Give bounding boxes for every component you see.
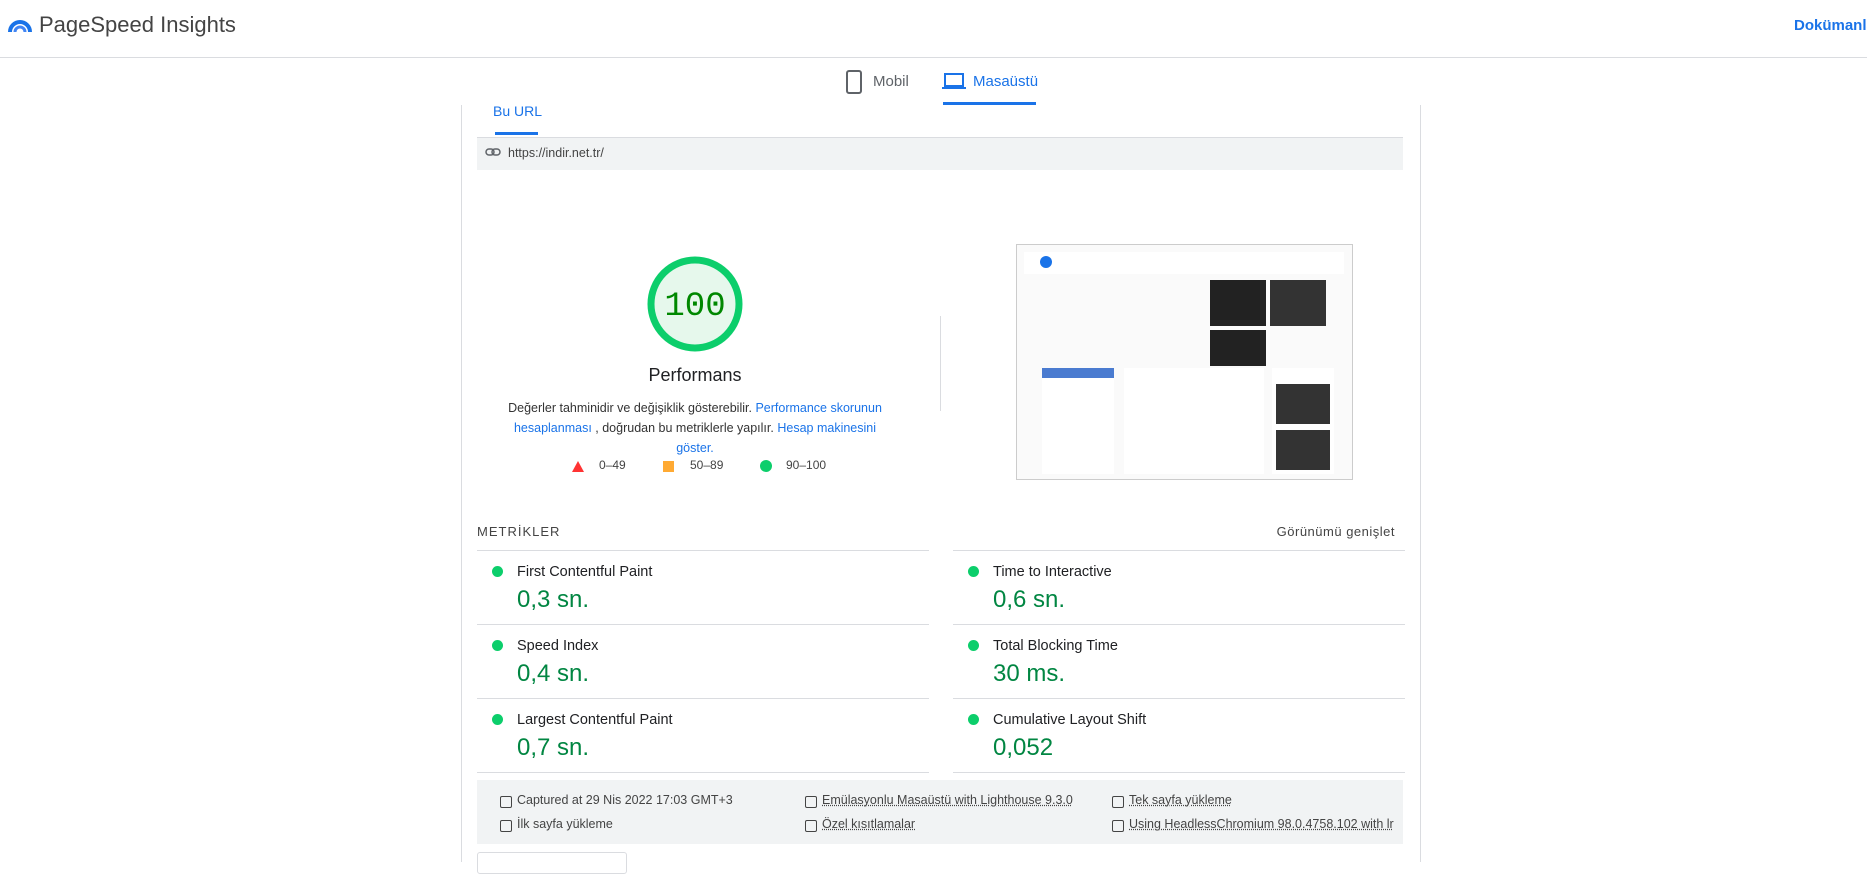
legend-label: 50–89 <box>690 458 723 472</box>
legend-label: 0–49 <box>599 458 626 472</box>
score-label: Performans <box>545 365 845 386</box>
metric-dot <box>492 640 503 651</box>
divider <box>940 316 941 411</box>
metric-border <box>953 772 1405 773</box>
logo <box>7 14 33 36</box>
footer-icon <box>1112 820 1124 832</box>
subtab[interactable]: Bu URL <box>493 103 542 119</box>
desc-text: Değerler tahminidir ve değişiklik göster… <box>508 401 752 415</box>
expand-link[interactable]: Görünümü genişlet <box>1195 524 1395 539</box>
footer-item: Captured at 29 Nis 2022 17:03 GMT+3 <box>517 793 733 807</box>
header: PageSpeed Insights Dokümanla <box>0 0 1867 58</box>
score: 100 <box>664 288 725 326</box>
metric-value: 0,7 sn. <box>517 734 589 762</box>
desc-text: , doğrudan bu metriklerle yapılır. <box>595 421 774 435</box>
docs-link[interactable]: Dokümanla <box>1794 17 1867 34</box>
page-screenshot <box>1016 244 1353 480</box>
footer-icon <box>805 796 817 808</box>
tab-active[interactable]: Masaüstü <box>973 73 1038 90</box>
metric-dot <box>492 566 503 577</box>
metric-name: Speed Index <box>517 638 598 654</box>
card <box>461 105 1421 862</box>
metric-dot <box>968 566 979 577</box>
metric-name: Total Blocking Time <box>993 638 1118 654</box>
url-bar <box>477 137 1403 170</box>
legend-label: 90–100 <box>786 458 826 472</box>
footer-icon <box>1112 796 1124 808</box>
metric-value: 0,3 sn. <box>517 586 589 614</box>
url: https://indir.net.tr/ <box>508 146 604 160</box>
metric-name: Cumulative Layout Shift <box>993 712 1146 728</box>
metric-dot <box>968 714 979 725</box>
footer-icon <box>500 796 512 808</box>
score-gauge: 100 <box>645 254 745 354</box>
footer-icon <box>805 820 817 832</box>
metric-value: 30 ms. <box>993 660 1065 688</box>
metric-value: 0,6 sn. <box>993 586 1065 614</box>
partial-button <box>477 852 627 874</box>
metric-border <box>477 772 929 773</box>
metric-dot <box>492 714 503 725</box>
metrics-heading: METRİKLER <box>477 524 560 539</box>
metric-border <box>953 624 1405 625</box>
metric-value: 0,4 sn. <box>517 660 589 688</box>
description: Değerler tahminidir ve değişiklik göster… <box>500 398 890 458</box>
link-icon <box>485 146 501 158</box>
metric-value: 0,052 <box>993 734 1053 762</box>
mobile-icon <box>845 70 863 94</box>
subtab-underline <box>495 132 538 135</box>
footer-item: Emülasyonlu Masaüstü with Lighthouse 9.3… <box>822 793 1073 807</box>
metric-border <box>953 698 1405 699</box>
footer-item: Tek sayfa yükleme <box>1129 793 1232 807</box>
metric-border <box>953 550 1405 551</box>
metric-name: First Contentful Paint <box>517 564 652 580</box>
metric-name: Time to Interactive <box>993 564 1112 580</box>
metric-dot <box>968 640 979 651</box>
metric-border <box>477 624 929 625</box>
metric-border <box>477 550 929 551</box>
metric-border <box>477 698 929 699</box>
footer-item: İlk sayfa yükleme <box>517 817 613 831</box>
footer-item: Using HeadlessChromium 98.0.4758.102 wit… <box>1129 817 1394 831</box>
footer-item: Özel kısıtlamalar <box>822 817 915 831</box>
metric-name: Largest Contentful Paint <box>517 712 673 728</box>
footer-info <box>477 780 1403 844</box>
desktop-icon <box>942 72 966 92</box>
tab[interactable]: Mobil <box>873 73 909 90</box>
footer-icon <box>500 820 512 832</box>
brand[interactable]: PageSpeed Insights <box>39 12 236 38</box>
